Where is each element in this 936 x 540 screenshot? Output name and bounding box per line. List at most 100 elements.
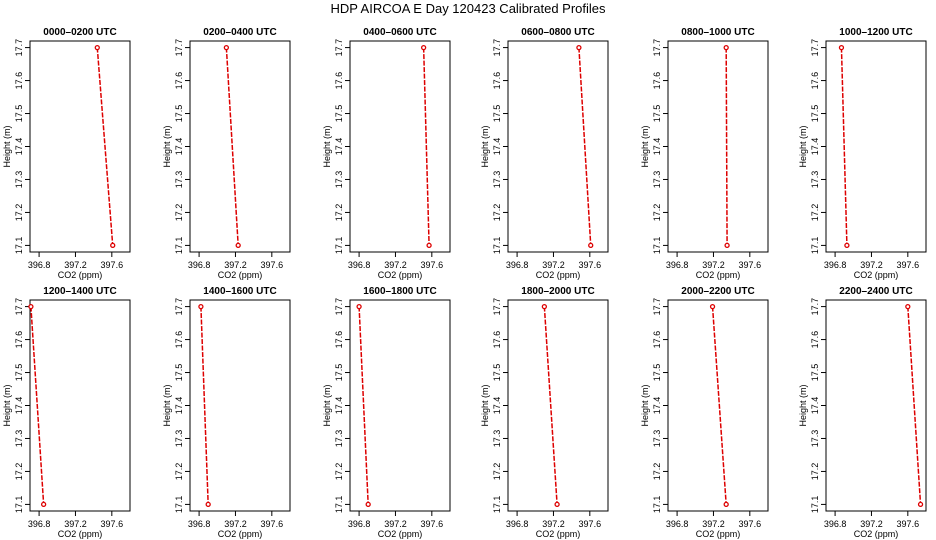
data-point [917,501,924,508]
y-tick-label: 17.5 [334,105,344,123]
profile-line [725,47,728,246]
profile-line [578,47,592,246]
y-tick-label: 17.7 [810,298,820,316]
y-tick-label: 17.6 [14,72,24,90]
profile-line [225,47,239,246]
x-tick-label: 397.2 [542,260,565,270]
plot-frame [29,299,131,512]
y-tick-label: 17.1 [334,237,344,255]
plot-frame [667,299,769,512]
x-tick-label: 397.6 [421,260,444,270]
y-tick-label: 17.7 [652,298,662,316]
x-tick-label: 397.6 [101,519,124,529]
data-point [110,242,116,249]
chart-title: 0800–1000 UTC [681,27,754,38]
chart-panel-9: 1800–2000 UTC 396.8 397.2 397.6 17.1 17.2 17.3… [480,286,609,539]
y-tick-label: 17.3 [492,171,502,189]
y-tick-label: 17.1 [334,496,344,514]
y-tick-label: 17.2 [652,463,662,481]
x-axis-label: CO2 (ppm) [536,270,581,280]
x-tick-label: 397.6 [261,260,284,270]
y-tick-label: 17.6 [652,331,662,349]
x-tick-label: 396.8 [28,519,51,529]
y-tick-label: 17.6 [334,331,344,349]
chart-panel-5: 1000–1200 UTC 396.8 397.2 397.6 17.1 17.2 17.3… [798,27,927,280]
y-tick-label: 17.7 [14,39,24,57]
y-tick-label: 17.5 [492,105,502,123]
y-tick-label: 17.1 [14,237,24,255]
chart-panel-2: 0400–0600 UTC 396.8 397.2 397.6 17.1 17.2 17.3… [322,27,451,280]
profile-line [422,47,430,246]
x-tick-label: 397.2 [860,519,883,529]
chart-title: 1400–1600 UTC [203,286,276,297]
x-tick-label: 397.2 [702,519,725,529]
y-tick-label: 17.3 [810,171,820,189]
profile-line [358,306,369,505]
chart-panel-3: 0600–0800 UTC 396.8 397.2 397.6 17.1 17.2 17.3… [480,27,609,280]
x-axis-label: CO2 (ppm) [378,529,423,539]
x-tick-label: 397.2 [860,260,883,270]
data-point [356,303,362,310]
x-tick-label: 396.8 [824,260,847,270]
data-point [235,242,241,249]
data-point [541,303,548,310]
y-tick-label: 17.5 [174,364,184,382]
x-axis-label: CO2 (ppm) [218,270,263,280]
y-tick-label: 17.6 [14,331,24,349]
x-axis-label: CO2 (ppm) [378,270,423,280]
y-tick-label: 17.4 [174,397,184,415]
x-axis-label: CO2 (ppm) [536,529,581,539]
y-tick-label: 17.4 [14,397,24,415]
chart-panel-11: 2200–2400 UTC 396.8 397.2 397.6 17.1 17.2 17.3… [798,286,927,539]
y-tick-label: 17.2 [174,463,184,481]
y-tick-label: 17.5 [14,364,24,382]
y-tick-label: 17.4 [14,138,24,156]
y-tick-label: 17.4 [492,138,502,156]
plot-frame [189,40,291,253]
y-tick-label: 17.6 [334,72,344,90]
x-tick-label: 396.8 [824,519,847,529]
x-tick-label: 397.2 [702,260,725,270]
x-tick-label: 397.2 [64,260,87,270]
y-tick-label: 17.5 [810,105,820,123]
profile-line [30,306,45,505]
y-tick-label: 17.5 [174,105,184,123]
y-tick-label: 17.6 [174,331,184,349]
y-tick-label: 17.1 [810,496,820,514]
plot-frame [825,40,927,253]
data-point [724,242,730,249]
x-tick-label: 397.6 [579,260,602,270]
y-tick-label: 17.1 [174,237,184,255]
data-point [223,44,230,51]
y-tick-label: 17.1 [492,496,502,514]
x-tick-label: 397.6 [739,260,762,270]
chart-title: 0600–0800 UTC [521,27,594,38]
y-tick-label: 17.3 [334,430,344,448]
y-tick-label: 17.4 [810,397,820,415]
y-tick-label: 17.2 [174,204,184,222]
y-tick-label: 17.3 [14,430,24,448]
chart-title: 0400–0600 UTC [363,27,436,38]
data-point [554,501,560,508]
y-tick-label: 17.2 [14,204,24,222]
y-tick-label: 17.5 [652,364,662,382]
chart-panel-0: 0000–0200 UTC 396.8 397.2 397.6 17.1 17.2 17.3… [2,27,131,280]
y-tick-label: 17.2 [810,463,820,481]
data-point [426,242,432,249]
x-tick-label: 396.8 [28,260,51,270]
x-axis-label: CO2 (ppm) [854,270,899,280]
y-tick-label: 17.2 [14,463,24,481]
y-tick-label: 17.4 [334,138,344,156]
y-tick-label: 17.7 [492,39,502,57]
x-tick-label: 396.8 [666,519,689,529]
y-tick-label: 17.6 [652,72,662,90]
y-tick-label: 17.5 [810,364,820,382]
y-axis-label: Height (m) [322,125,332,167]
y-axis-label: Height (m) [2,384,12,426]
y-tick-label: 17.2 [334,463,344,481]
chart-title: 2200–2400 UTC [839,286,912,297]
y-axis-label: Height (m) [162,125,172,167]
chart-title: 0000–0200 UTC [43,27,116,38]
data-point [576,44,582,51]
y-tick-label: 17.7 [174,39,184,57]
